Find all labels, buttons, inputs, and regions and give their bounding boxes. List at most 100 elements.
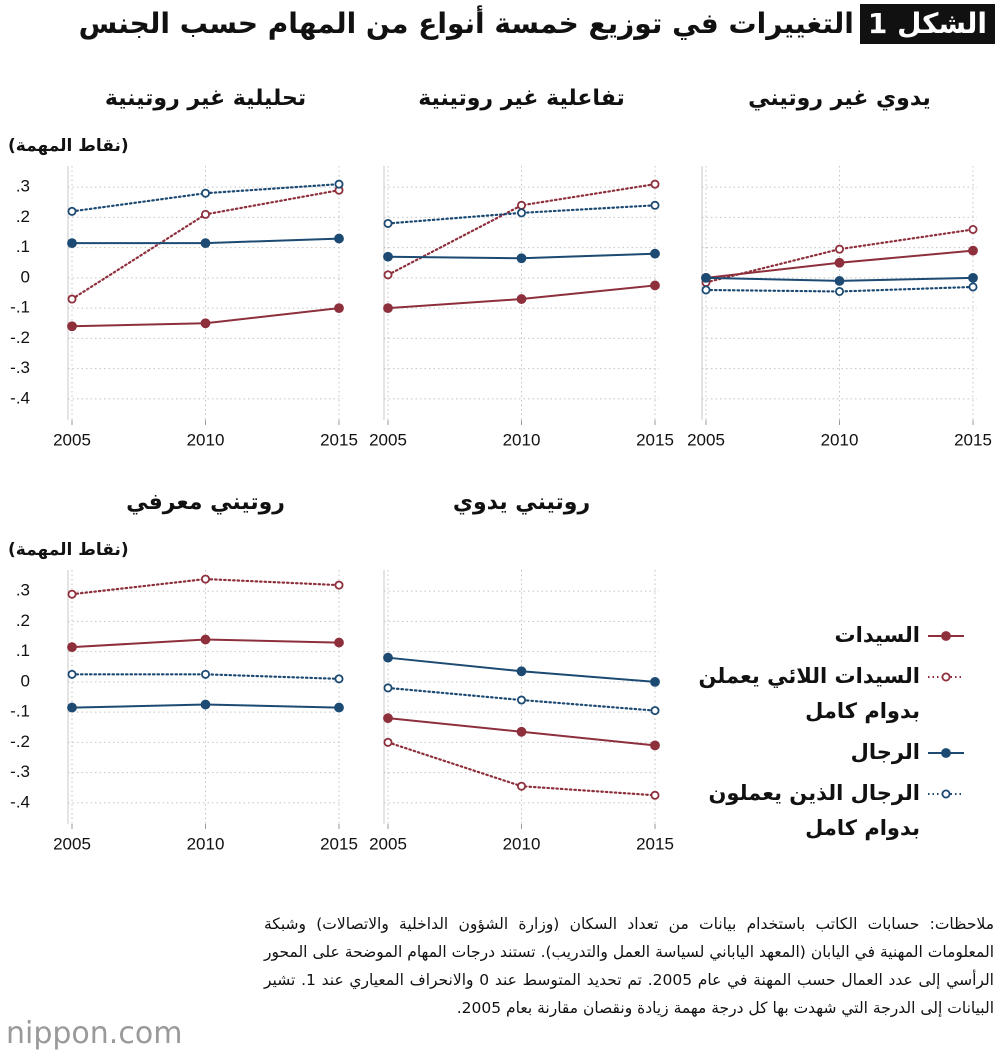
panel-title: تفاعلية غير روتينية [418,86,625,111]
data-point [200,188,210,198]
data-point [835,286,845,296]
data-point [835,244,845,254]
data-point [200,669,210,679]
data-point [67,321,77,332]
x-tick-label: 2010 [187,834,225,853]
data-point [650,706,660,716]
data-point [516,666,527,677]
y-tick-label: 0 [21,267,30,286]
x-tick-label: 2005 [53,834,91,853]
data-point [383,270,393,280]
x-tick-label: 2015 [954,430,992,449]
y-tick-label: 0 [21,671,30,690]
y-tick-label: .3 [16,581,30,600]
x-tick-label: 2010 [187,430,225,449]
y-tick-label: .3 [16,177,30,196]
notes: ملاحظات: حسابات الكاتب باستخدام بيانات م… [264,915,994,1017]
data-point [650,790,660,800]
x-tick-label: 2015 [320,834,358,853]
brand-logo: nippon.com [6,1016,183,1051]
x-tick-label: 2015 [636,430,674,449]
data-point [517,781,527,791]
data-point [834,276,845,286]
data-point [834,257,845,268]
legend-label: الرجال [850,740,920,764]
legend-marker [941,631,951,641]
legend-key [928,748,964,758]
data-point [701,285,711,295]
x-tick-label: 2015 [636,834,674,853]
data-point [67,702,77,713]
data-point [383,218,393,228]
data-point [200,318,211,329]
y-axis-label: (نقاط المهمة) [8,540,129,560]
data-point [334,674,344,684]
data-point [383,303,393,314]
y-tick-label: -.1 [10,298,30,317]
series-line [704,285,975,293]
x-tick-label: 2015 [320,430,358,449]
legend-label: الرجال الذين يعملون بدوام كامل [708,781,921,840]
data-point [67,669,77,679]
data-point [200,699,211,710]
data-point [968,224,978,234]
data-point [383,737,393,747]
x-tick-label: 2010 [503,834,541,853]
y-axis-label: (نقاط المهمة) [8,136,129,156]
data-point [968,245,978,256]
data-point [383,713,393,724]
legend-marker [941,789,951,799]
data-point [334,637,344,648]
figure-label: الشكل 1 [859,4,995,44]
data-point [517,200,527,210]
y-tick-label: -.4 [10,792,30,811]
legend-label: السيدات اللائي يعملن بدوام كامل [698,664,920,723]
data-point [516,726,527,737]
data-point [67,642,77,653]
legend-item: السيدات اللائي يعملن بدوام كامل [630,659,970,729]
data-point [650,676,660,687]
data-point [650,200,660,210]
data-point [200,634,211,645]
data-point [334,233,344,244]
y-tick-label: -.2 [10,328,30,347]
data-point [67,206,77,216]
data-point [968,272,978,283]
y-tick-label: .1 [16,237,30,256]
y-tick-label: -.1 [10,702,30,721]
chart-title: التغييرات في توزيع خمسة أنواع من المهام … [78,7,854,40]
panel-title: روتيني معرفي [126,490,285,515]
y-tick-label: .2 [16,207,30,226]
data-point [383,251,393,262]
data-point [650,179,660,189]
data-point [516,253,527,264]
legend: السيدات السيدات اللائي يعملن بدوام كامل ال… [630,618,970,852]
series-line [70,673,341,680]
data-point [383,652,393,663]
panel-title: تحليلية غير روتينية [104,86,307,111]
data-point [701,272,711,283]
data-point [383,683,393,693]
legend-marker [941,672,951,682]
panel-title: روتيني يدوي [452,490,591,515]
x-tick-label: 2010 [503,430,541,449]
legend-key [928,789,964,799]
data-point [67,589,77,599]
x-tick-label: 2005 [687,430,725,449]
x-tick-label: 2005 [53,430,91,449]
data-point [650,280,660,291]
y-tick-label: -.4 [10,388,30,407]
data-point [516,294,527,304]
x-tick-label: 2005 [369,834,407,853]
y-tick-label: .2 [16,611,30,630]
data-point [968,282,978,292]
legend-label: السيدات [834,623,920,647]
data-point [334,179,344,189]
data-point [200,574,210,584]
data-point [650,740,660,751]
legend-key [928,631,964,641]
panel-title: يدوي غير روتيني [748,86,931,111]
y-tick-label: -.2 [10,732,30,751]
data-point [650,248,660,259]
